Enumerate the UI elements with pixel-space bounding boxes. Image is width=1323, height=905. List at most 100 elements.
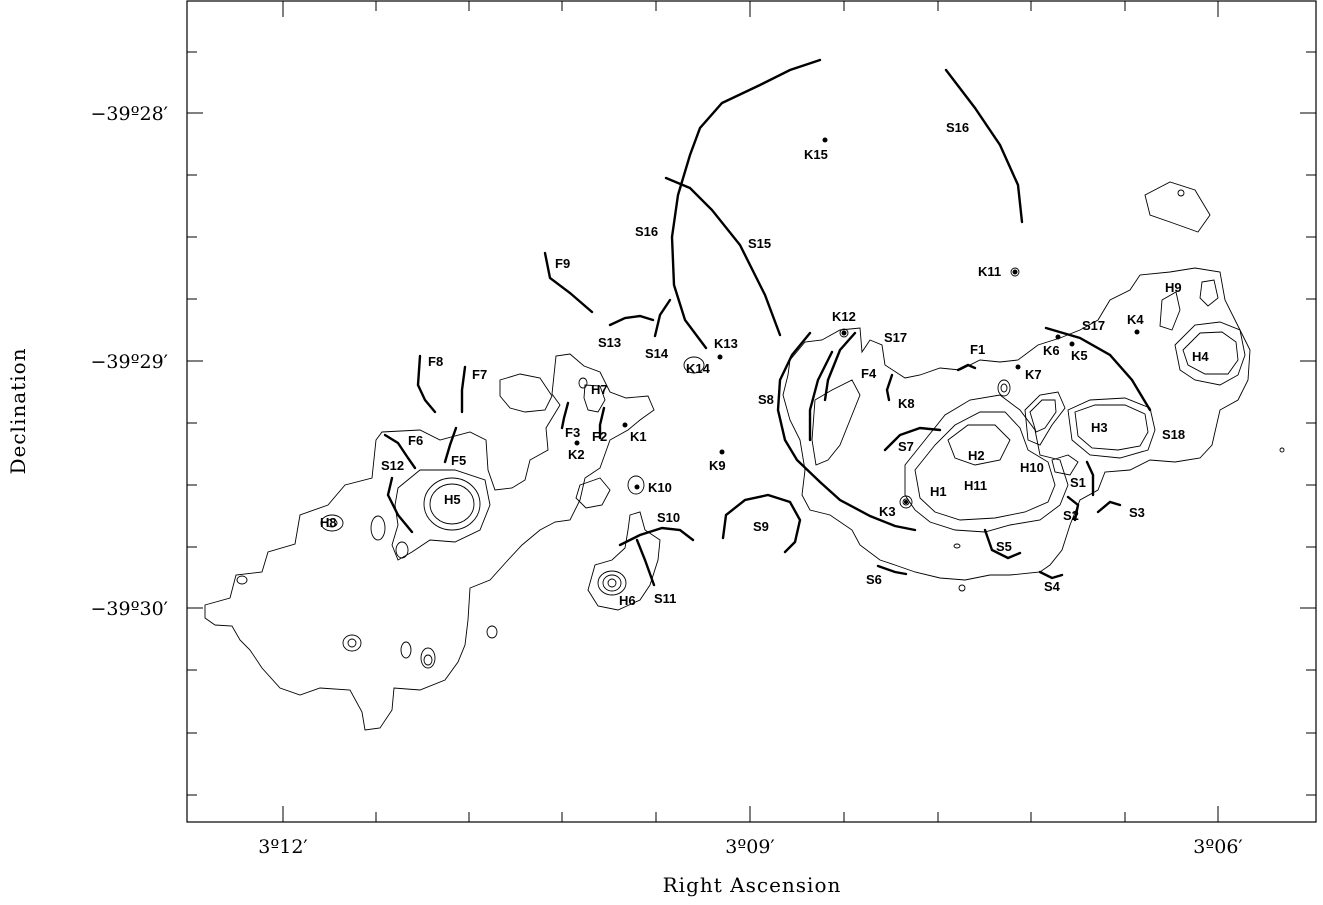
- f4-region-contour: [811, 379, 861, 466]
- k7-dot: [1015, 364, 1021, 370]
- label-s7: S7: [898, 439, 914, 454]
- s2-arc: [1066, 495, 1080, 522]
- h9-contour-2: [1199, 279, 1219, 307]
- point-sources: [574, 137, 1140, 504]
- label-k7: K7: [1025, 367, 1042, 382]
- contours: [204, 181, 1285, 731]
- h1-h2-contour-2: [914, 411, 1056, 521]
- label-f9: F9: [555, 256, 570, 271]
- s5-arc: [983, 528, 1022, 560]
- label-h10: H10: [1020, 460, 1044, 475]
- y-tick-label-2: −39º29′: [90, 351, 168, 373]
- k7-loop-4: [1000, 383, 1008, 393]
- h1-h2-contour-1: [904, 394, 1069, 533]
- y-ticks: [187, 51, 1316, 796]
- f2-filament: [598, 406, 606, 440]
- k1-dot: [622, 422, 628, 428]
- label-k13: K13: [714, 336, 738, 351]
- label-h8: H8: [320, 515, 337, 530]
- h2-contour: [947, 424, 1011, 466]
- label-s2: S2: [1063, 508, 1079, 523]
- label-f2: F2: [592, 429, 607, 444]
- f5-filament: [443, 426, 458, 464]
- h6-contour-4: [607, 578, 617, 588]
- k13-dot: [717, 354, 723, 360]
- h6-contour-2: [597, 570, 627, 596]
- h10-contour: [1051, 454, 1079, 476]
- label-f6: F6: [408, 433, 423, 448]
- s3-arc: [1096, 500, 1122, 514]
- blob-7: [486, 625, 498, 639]
- h5-contour-3: [429, 483, 475, 525]
- k8-filament: [885, 373, 894, 402]
- label-k10: K10: [648, 480, 672, 495]
- f3-filament: [560, 401, 570, 430]
- ne-blob-inner: [1177, 189, 1185, 197]
- label-s5: S5: [996, 539, 1012, 554]
- k5-dot: [1069, 341, 1075, 347]
- blob-3: [420, 647, 436, 669]
- label-h3: H3: [1091, 420, 1108, 435]
- label-f7: F7: [472, 367, 487, 382]
- k7-loop-1: [1024, 391, 1066, 446]
- label-k1: K1: [630, 429, 647, 444]
- label-k12: K12: [832, 309, 856, 324]
- label-f3: F3: [565, 425, 580, 440]
- h6-contour-3: [602, 574, 622, 592]
- s7-filament: [883, 426, 942, 452]
- x-axis-title: Right Ascension: [663, 873, 842, 897]
- blob-1-inner: [347, 638, 357, 648]
- k14-contour: [683, 356, 705, 374]
- label-s4: S4: [1044, 579, 1061, 594]
- blob-1: [342, 634, 362, 652]
- label-k15: K15: [804, 147, 828, 162]
- mid-blob-contour: [575, 477, 611, 509]
- h5-contour-1: [391, 469, 491, 561]
- label-s16-west: S16: [635, 224, 658, 239]
- f7-filament: [460, 365, 467, 414]
- s14-filament: [653, 298, 672, 338]
- label-k9: K9: [709, 458, 726, 473]
- k7-loop-3: [997, 379, 1011, 397]
- west-region-contour: [204, 353, 655, 731]
- label-s16-east: S16: [946, 120, 969, 135]
- label-s1: S1: [1070, 475, 1086, 490]
- label-k11: K11: [978, 264, 1001, 279]
- label-k5: K5: [1071, 348, 1088, 363]
- label-s11: S11: [654, 591, 676, 606]
- ne-blob-contour: [1144, 181, 1211, 233]
- x-ticks: [282, 1, 1219, 822]
- k11-contour: [1010, 267, 1020, 277]
- y-tick-label-1: −39º28′: [90, 103, 168, 125]
- x-tick-label-3: 3º06′: [1193, 836, 1243, 858]
- label-s14: S14: [645, 346, 669, 361]
- h5-contour-2: [423, 477, 481, 531]
- s12-arc: [386, 476, 414, 534]
- east-region-contour: [782, 267, 1251, 581]
- h3-contour-1: [1067, 397, 1156, 459]
- s13-arc: [608, 314, 655, 327]
- f4-filament: [823, 331, 857, 402]
- label-s8: S8: [758, 392, 774, 407]
- shell-curves: [383, 58, 1152, 587]
- s16-arc-east: [944, 68, 1024, 224]
- f6-filament: [383, 433, 417, 470]
- k3-dot: [904, 500, 908, 504]
- label-h9: H9: [1165, 280, 1182, 295]
- h7-dot: [578, 377, 588, 389]
- blob-2: [400, 641, 412, 659]
- h7-contour: [583, 384, 606, 413]
- label-h6: H6: [619, 593, 636, 608]
- k12-contour: [839, 328, 849, 338]
- label-k4: K4: [1127, 312, 1144, 327]
- h8-contour-inner: [326, 518, 338, 528]
- h3-contour-2: [1074, 404, 1149, 451]
- k3-contour: [899, 495, 913, 509]
- label-k8: K8: [898, 396, 915, 411]
- label-s3: S3: [1129, 505, 1145, 520]
- label-h5: H5: [444, 492, 461, 507]
- s1-filament: [1085, 460, 1095, 497]
- k7-loop-2: [1029, 399, 1057, 433]
- label-k6: K6: [1043, 343, 1060, 358]
- s8-inner-arc: [808, 350, 834, 442]
